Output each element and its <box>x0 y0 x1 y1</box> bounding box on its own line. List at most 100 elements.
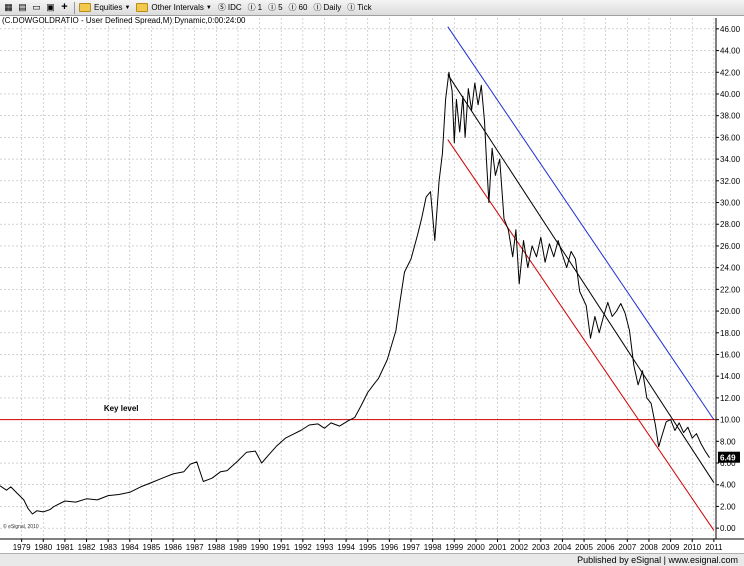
y-tick-label: 8.00 <box>720 437 736 446</box>
x-tick-label: 1993 <box>316 543 334 552</box>
y-tick-label: 24.00 <box>720 264 741 273</box>
print-icon[interactable]: ▣ <box>46 2 55 12</box>
plot-area <box>0 18 716 539</box>
caret-down-icon: ▼ <box>124 4 131 11</box>
x-tick-label: 1984 <box>121 543 139 552</box>
price-line <box>0 71 710 515</box>
x-tick-label: 1985 <box>143 543 161 552</box>
x-tick-label: 1998 <box>424 543 442 552</box>
folder-icon <box>136 3 149 12</box>
y-tick-label: 26.00 <box>720 242 741 251</box>
y-tick-label: 32.00 <box>720 177 741 186</box>
y-tick-label: 40.00 <box>720 90 741 99</box>
y-tick-label: 38.00 <box>720 112 741 121</box>
clock-icon: Ⓘ <box>247 3 256 12</box>
y-tick-label: 30.00 <box>720 199 741 208</box>
interval-60-button[interactable]: Ⓘ 60 <box>289 2 308 13</box>
x-tick-label: 1988 <box>207 543 225 552</box>
clock-icon: Ⓘ <box>268 3 277 12</box>
x-tick-label: 2010 <box>683 543 701 552</box>
x-tick-label: 1990 <box>251 543 269 552</box>
document-icon[interactable]: ▭ <box>32 2 41 12</box>
folder-icon <box>79 3 91 12</box>
x-tick-label: 2004 <box>554 543 572 552</box>
idc-label: IDC <box>227 3 242 12</box>
price-series <box>0 71 710 515</box>
x-tick-label: 1999 <box>445 543 463 552</box>
x-tick-label: 1982 <box>78 543 96 552</box>
x-tick-label: 1992 <box>294 543 312 552</box>
caret-down-icon: ▼ <box>205 4 212 11</box>
y-tick-label: 4.00 <box>720 481 736 490</box>
interval-1-button[interactable]: Ⓘ 1 <box>248 2 262 13</box>
equities-dropdown[interactable]: Equities ▼ <box>79 3 130 12</box>
y-tick-label: 14.00 <box>720 372 741 381</box>
y-tick-label: 28.00 <box>720 220 741 229</box>
other-intervals-label: Other Intervals <box>151 3 204 12</box>
x-tick-label: 2009 <box>662 543 680 552</box>
x-tick-label: 1991 <box>272 543 290 552</box>
x-tick-label: 2006 <box>597 543 615 552</box>
channel-line <box>447 74 715 483</box>
daily-button[interactable]: Ⓘ Daily <box>313 2 341 13</box>
x-tick-label: 1989 <box>229 543 247 552</box>
x-tick-label: 2007 <box>618 543 636 552</box>
watermark-text: © eSignal, 2010 <box>3 523 39 530</box>
clock-icon: Ⓘ <box>288 3 297 12</box>
y-tick-label: 20.00 <box>720 307 741 316</box>
key-level-label: Key level <box>104 404 139 413</box>
grid <box>0 18 716 539</box>
y-axis: 0.00 2.00 4.00 6.00 8.00 10.00 12.00 14.00 16.00… <box>715 18 741 539</box>
y-tick-label: 34.00 <box>720 155 741 164</box>
chart-icon[interactable]: ▤ <box>18 2 27 12</box>
chart-title: (C.DOWGOLDRATIO - User Defined Spread,M)… <box>2 16 246 25</box>
x-tick-label: 1980 <box>34 543 52 552</box>
y-tick-label: 0.00 <box>720 524 736 533</box>
tick-button[interactable]: Ⓘ Tick <box>347 2 371 13</box>
footer: Published by eSignal | www.esignal.com <box>0 553 744 566</box>
x-tick-label: 1996 <box>380 543 398 552</box>
y-tick-label: 44.00 <box>720 47 741 56</box>
x-tick-label: 1987 <box>186 543 204 552</box>
y-tick-label: 22.00 <box>720 285 741 294</box>
y-tick-label: 16.00 <box>720 350 741 359</box>
equities-label: Equities <box>94 3 123 12</box>
interval-5-label: 5 <box>278 3 283 12</box>
clock-icon: Ⓘ <box>347 3 356 12</box>
y-tick-label: 6.00 <box>720 459 736 468</box>
clock-icon: Ⓘ <box>313 3 322 12</box>
interval-5-button[interactable]: Ⓘ 5 <box>268 2 282 13</box>
x-tick-label: 2001 <box>489 543 507 552</box>
grid-icon[interactable]: ▦ <box>4 2 13 12</box>
plus-icon[interactable]: + <box>61 1 68 13</box>
y-tick-label: 42.00 <box>720 68 741 77</box>
tick-label: Tick <box>357 3 372 12</box>
last-price-label: 6.49 <box>720 454 736 463</box>
dollar-circle-icon: Ⓢ <box>217 3 226 12</box>
x-tick-label: 1995 <box>359 543 377 552</box>
x-tick-label: 2002 <box>510 543 528 552</box>
y-tick-label: 2.00 <box>720 502 736 511</box>
toolbar-separator <box>74 1 75 14</box>
idc-button[interactable]: Ⓢ IDC <box>218 2 242 13</box>
x-tick-label: 1981 <box>56 543 74 552</box>
y-tick-label: 12.00 <box>720 394 741 403</box>
other-intervals-dropdown[interactable]: Other Intervals ▼ <box>136 3 212 12</box>
x-tick-label: 2000 <box>467 543 485 552</box>
y-tick-label: 36.00 <box>720 133 741 142</box>
x-tick-label: 1979 <box>13 543 31 552</box>
x-tick-label: 2003 <box>532 543 550 552</box>
x-tick-label: 1997 <box>402 543 420 552</box>
y-tick-label: 46.00 <box>720 25 741 34</box>
last-price-marker <box>718 451 740 463</box>
x-tick-label: 1986 <box>164 543 182 552</box>
y-tick-label: 10.00 <box>720 416 741 425</box>
toolbar: ▦ ▤ ▭ ▣ + Equities ▼ Other Intervals ▼ Ⓢ… <box>0 0 744 16</box>
y-tick-label: 18.00 <box>720 329 741 338</box>
daily-label: Daily <box>323 3 342 12</box>
x-axis: 1979 1980 1981 1982 1983 1984 1985 1986 1987 1988… <box>0 538 744 552</box>
x-tick-label: 2011 <box>705 543 723 552</box>
channel-line <box>447 26 715 420</box>
interval-60-label: 60 <box>298 3 308 12</box>
